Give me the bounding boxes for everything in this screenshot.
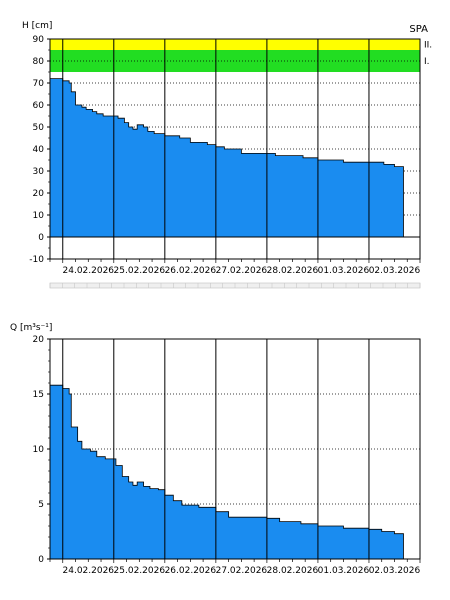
y-tick-label: 60 (33, 101, 45, 111)
x-tick-label: 26.02.2026 (165, 266, 217, 276)
discharge-area (49, 384, 404, 560)
y-tick-label: 90 (33, 35, 45, 45)
y-tick-label: 40 (33, 145, 45, 155)
y-tick-label: 10 (33, 211, 45, 221)
y-tick-label: 0 (38, 233, 44, 243)
discharge-ylabel: Q [m³s⁻¹] (10, 323, 52, 333)
x-tick-label: 02.03.2026 (369, 266, 421, 276)
x-tick-label: 26.02.2026 (165, 566, 217, 576)
water-level-area (49, 78, 404, 238)
y-tick-label: 20 (33, 189, 45, 199)
y-tick-label: 15 (33, 390, 44, 400)
x-tick-label: 28.02.2026 (267, 266, 319, 276)
alert-band-2 (50, 39, 420, 50)
alert-band-label-1: I. (424, 57, 430, 67)
x-tick-label: 25.02.2026 (114, 566, 166, 576)
x-tick-label: 01.03.2026 (318, 566, 370, 576)
y-tick-label: 50 (33, 123, 45, 133)
x-tick-label: 28.02.2026 (267, 566, 319, 576)
x-tick-label: 24.02.2026 (63, 566, 115, 576)
y-tick-label: 20 (33, 335, 45, 345)
water-level-chart: H [cm] -10 0 10 20 30 40 50 60 70 80 90 24.02.2026… (22, 21, 432, 276)
alert-band-label-2: II. (424, 41, 432, 51)
y-tick-label: -10 (29, 255, 44, 265)
x-tick-label: 27.02.2026 (216, 566, 268, 576)
y-tick-label: 70 (33, 79, 45, 89)
x-tick-label: 24.02.2026 (63, 266, 115, 276)
alert-band-1 (50, 50, 420, 72)
y-tick-label: 30 (33, 167, 45, 177)
water-level-ylabel: H [cm] (22, 21, 52, 31)
y-tick-label: 5 (38, 500, 44, 510)
station-code: SPA (409, 24, 428, 35)
x-tick-label: 27.02.2026 (216, 266, 268, 276)
x-tick-label: 25.02.2026 (114, 266, 166, 276)
x-tick-label: 01.03.2026 (318, 266, 370, 276)
y-tick-label: 0 (38, 555, 44, 565)
x-tick-label: 02.03.2026 (369, 566, 421, 576)
y-tick-label: 80 (33, 57, 45, 67)
timeline-scrollbar[interactable] (49, 282, 421, 289)
y-tick-label: 10 (33, 445, 45, 455)
